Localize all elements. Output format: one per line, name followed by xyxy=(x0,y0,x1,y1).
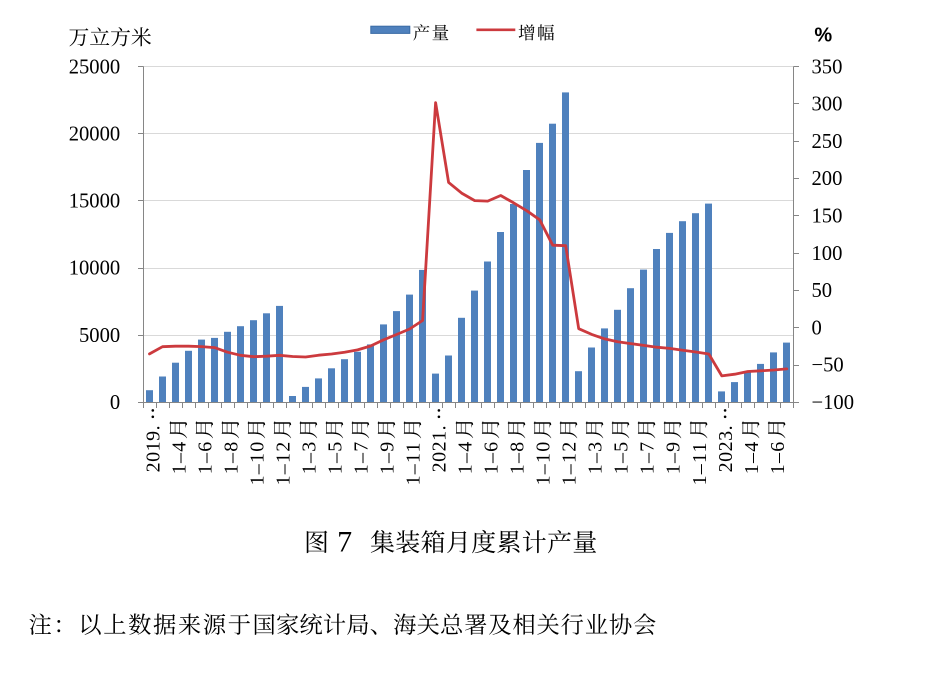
svg-text:250: 250 xyxy=(812,131,843,153)
svg-text:1–6: 1–6 xyxy=(195,441,217,475)
svg-text:1–10: 1–10 xyxy=(247,441,269,486)
svg-text:200: 200 xyxy=(812,168,843,190)
svg-text:1–11: 1–11 xyxy=(689,441,711,485)
svg-text:1–10: 1–10 xyxy=(533,441,555,486)
svg-text:1–4: 1–4 xyxy=(169,441,191,475)
svg-text:1–7: 1–7 xyxy=(637,441,659,475)
svg-text:1–4: 1–4 xyxy=(741,441,763,475)
svg-text:1–4: 1–4 xyxy=(455,441,477,475)
svg-text:1–12: 1–12 xyxy=(559,441,581,486)
svg-text:5000: 5000 xyxy=(79,325,120,347)
svg-text:1–9: 1–9 xyxy=(377,441,399,475)
svg-text:1–5: 1–5 xyxy=(325,441,347,475)
svg-text:2023.: 2023. xyxy=(715,425,737,473)
svg-text:25000: 25000 xyxy=(69,56,120,78)
svg-text:50: 50 xyxy=(812,280,833,302)
svg-text:1–6: 1–6 xyxy=(481,441,503,475)
svg-text:100: 100 xyxy=(812,243,843,265)
svg-text:2021.: 2021. xyxy=(429,425,451,473)
svg-text:1–3: 1–3 xyxy=(585,441,607,475)
svg-text:1–6: 1–6 xyxy=(767,441,789,475)
svg-text:300: 300 xyxy=(812,94,843,116)
svg-text:%: % xyxy=(814,24,832,46)
svg-text:7: 7 xyxy=(337,525,352,558)
svg-text:10000: 10000 xyxy=(69,258,120,280)
svg-text:1–12: 1–12 xyxy=(273,441,295,486)
svg-text:150: 150 xyxy=(812,206,843,228)
svg-text:1–7: 1–7 xyxy=(351,441,373,475)
svg-text:20000: 20000 xyxy=(69,123,120,145)
svg-text:1–8: 1–8 xyxy=(221,441,243,475)
svg-text:−50: −50 xyxy=(812,355,844,377)
svg-text:1–5: 1–5 xyxy=(611,441,633,475)
svg-text:1–11: 1–11 xyxy=(403,441,425,485)
svg-text:0: 0 xyxy=(812,317,822,339)
svg-text:−100: −100 xyxy=(812,392,855,414)
svg-text:1–3: 1–3 xyxy=(299,441,321,475)
svg-text:1–8: 1–8 xyxy=(507,441,529,475)
svg-text:2019.: 2019. xyxy=(143,425,165,473)
svg-text:15000: 15000 xyxy=(69,191,120,213)
svg-text:0: 0 xyxy=(110,392,120,414)
svg-text:350: 350 xyxy=(812,56,843,78)
svg-text:1–9: 1–9 xyxy=(663,441,685,475)
